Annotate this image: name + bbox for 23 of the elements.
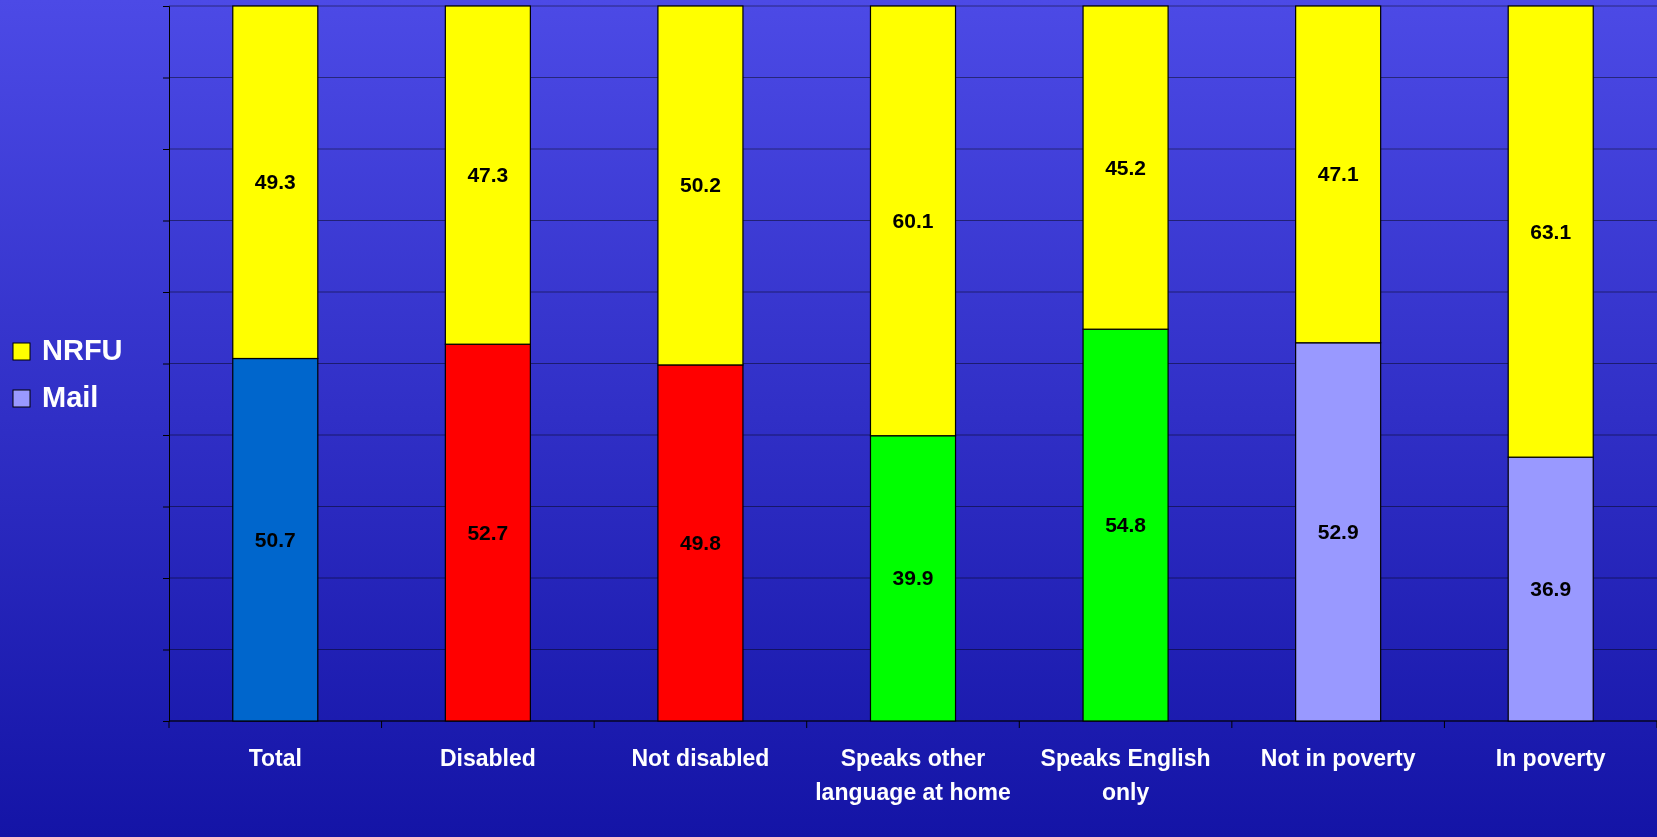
data-label: 45.2 xyxy=(1105,155,1147,179)
legend-label: NRFU xyxy=(42,334,123,366)
x-tick-label: Not disabled xyxy=(631,745,770,771)
data-label: 39.9 xyxy=(892,566,934,590)
data-label: 52.9 xyxy=(1317,519,1359,543)
data-label: 63.1 xyxy=(1530,219,1572,243)
data-label: 60.1 xyxy=(892,208,934,232)
data-label: 49.8 xyxy=(679,530,722,554)
data-label: 36.9 xyxy=(1530,577,1572,601)
data-label: 54.8 xyxy=(1105,513,1147,537)
x-tick-label: Disabled xyxy=(439,745,536,771)
data-label: 52.7 xyxy=(467,520,509,544)
data-label: 47.1 xyxy=(1317,162,1359,186)
legend-label: Mail xyxy=(42,381,99,413)
x-tick-label: Speaks English only xyxy=(1040,745,1211,805)
x-tick-label: Total xyxy=(248,745,302,771)
data-label: 50.2 xyxy=(679,173,721,197)
x-tick-label: Not in poverty xyxy=(1260,745,1416,771)
data-label: 47.3 xyxy=(467,163,509,187)
data-label: 49.3 xyxy=(254,170,296,194)
x-tick-label: In poverty xyxy=(1495,745,1606,771)
data-label: 50.7 xyxy=(254,527,296,551)
x-tick-label: Speaks other language at home xyxy=(815,745,1011,805)
